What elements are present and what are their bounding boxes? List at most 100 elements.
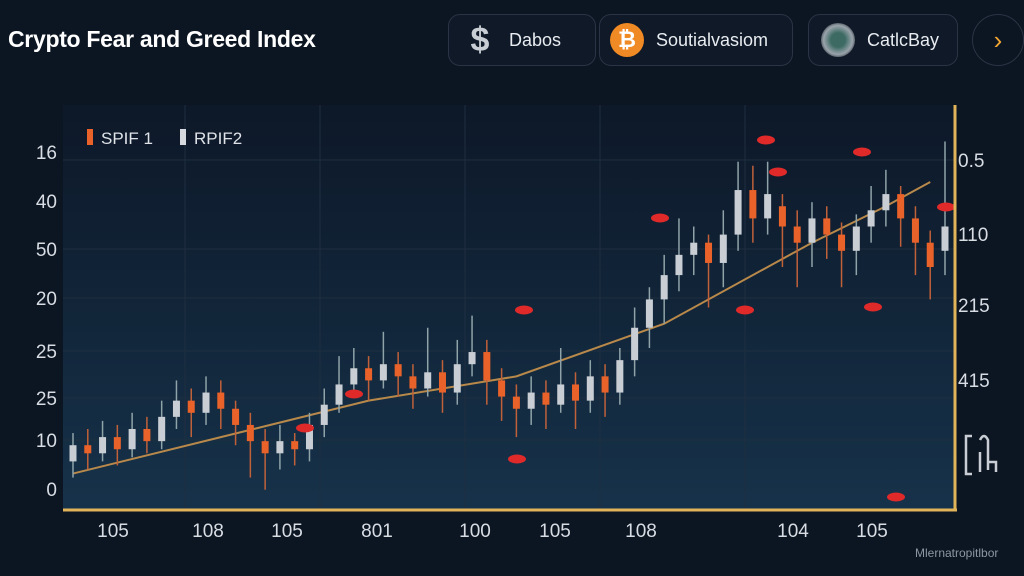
x-tick-label: 104 (777, 521, 809, 542)
candle-body (172, 400, 180, 417)
candle-body (69, 445, 77, 462)
candle-body (498, 380, 506, 397)
candle-body (897, 194, 905, 219)
candle-body (99, 437, 107, 454)
marker-dot (853, 147, 871, 157)
candle-body (276, 441, 284, 454)
candle-body (335, 384, 343, 405)
candle-body (808, 218, 816, 243)
x-tick-label: 108 (625, 521, 657, 542)
candle-body (232, 408, 240, 425)
candle-body (113, 437, 121, 450)
candle-body (453, 364, 461, 393)
catlcbay-label: CatlcBay (867, 29, 940, 50)
x-tick-label: 100 (459, 521, 491, 542)
candle-body (291, 441, 299, 450)
x-tick-label: 801 (361, 521, 393, 542)
x-tick-label: 105 (271, 521, 303, 542)
candle-body (438, 372, 446, 393)
candle-body (320, 404, 328, 425)
candle-body (911, 218, 919, 243)
marker-dot (651, 213, 669, 223)
coin-icon (821, 23, 855, 57)
candle-body (394, 364, 402, 377)
left-tick-label: 16 (36, 143, 57, 164)
left-tick-label: 20 (36, 289, 57, 310)
candle-body (424, 372, 432, 389)
candle-body (586, 376, 594, 401)
candle-body (645, 299, 653, 328)
candle-body (350, 368, 358, 385)
candle-body (542, 392, 550, 405)
candle-body (764, 194, 772, 219)
candle-body (246, 424, 254, 442)
candle-body (483, 352, 491, 381)
plot-area (63, 105, 955, 510)
candle-body (128, 429, 136, 450)
left-tick-label: 25 (36, 342, 57, 363)
candle-body (143, 429, 151, 442)
x-tick-label: 105 (539, 521, 571, 542)
legend: SPIF 1 RPIF2 (87, 129, 242, 148)
candle-body (557, 384, 565, 405)
left-tick-label: 40 (36, 192, 57, 213)
marker-dot (937, 202, 955, 212)
marker-dot (769, 167, 787, 177)
candle-body (601, 376, 609, 393)
x-tick-label: 108 (192, 521, 224, 542)
candle-body (365, 368, 373, 381)
candle-body (217, 392, 225, 409)
candle-body (631, 327, 639, 361)
candle-body (705, 242, 713, 263)
candle-body (572, 384, 580, 401)
left-tick-label: 10 (36, 431, 57, 452)
candle-body (379, 364, 387, 381)
candle-body (660, 275, 668, 300)
candle-body (734, 190, 742, 235)
right-tick-label: 110 (958, 225, 988, 246)
right-bracket-icon (964, 434, 998, 476)
candle-body (409, 376, 417, 389)
chevron-right-icon: › (993, 24, 1003, 55)
candle-body (867, 210, 875, 227)
markers (296, 135, 955, 502)
dabos-label: Dabos (509, 29, 562, 50)
candle-body (616, 360, 624, 393)
marker-dot (864, 302, 882, 312)
right-tick-label: 415 (958, 371, 990, 392)
watermark-text: Mlernatropitlbor (915, 546, 999, 560)
marker-dot (757, 135, 775, 145)
candle-body (719, 234, 727, 263)
candle-body (941, 226, 949, 251)
candle-body (527, 392, 535, 409)
page-title: Crypto Fear and Greed Index (8, 26, 316, 52)
marker-dot (296, 423, 314, 433)
left-tick-label: 25 (36, 389, 57, 410)
candle-body (158, 416, 166, 442)
marker-dot (508, 454, 526, 464)
marker-dot (887, 492, 905, 502)
legend-swatch-spif1 (87, 129, 93, 145)
catlcbay-button[interactable]: CatlcBay (808, 14, 958, 66)
soutialvasiom-button[interactable]: ₿ Soutialvasiom (599, 14, 793, 66)
candle-body (84, 445, 92, 454)
candle-body (778, 206, 786, 227)
candle-body (468, 352, 476, 365)
candle-body (202, 392, 210, 413)
marker-dot (515, 305, 533, 315)
legend-label-rpif2: RPIF2 (194, 129, 242, 148)
candle-body (512, 396, 520, 409)
dollar-icon: $ (470, 20, 490, 59)
dabos-button[interactable]: $ Dabos (448, 14, 596, 66)
candle-body (749, 190, 757, 219)
marker-dot (736, 305, 754, 315)
legend-label-spif1: SPIF 1 (101, 129, 153, 148)
soutialvasiom-label: Soutialvasiom (656, 29, 769, 50)
grid (63, 105, 955, 510)
candle-body (882, 194, 890, 211)
x-tick-label: 105 (856, 521, 888, 542)
candle-body (852, 226, 860, 251)
candle-body (690, 242, 698, 255)
candle-body (926, 242, 934, 267)
